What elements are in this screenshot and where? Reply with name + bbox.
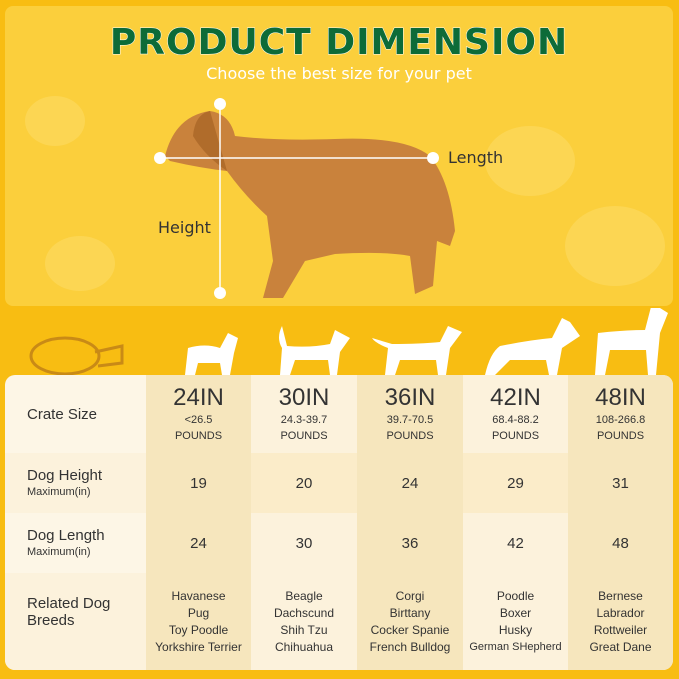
lab-icon (372, 326, 462, 375)
tape-measure-icon (29, 336, 124, 376)
paw-markers (154, 98, 439, 299)
beagle-icon (279, 326, 350, 375)
breed: Yorkshire Terrier (155, 639, 242, 654)
length-cell: 36 (357, 513, 463, 573)
height-label: Height (158, 218, 211, 237)
height-cell: 24 (357, 453, 463, 513)
breed: Bernese (598, 588, 643, 603)
height-cell: 20 (251, 453, 357, 513)
unit: POUNDS (174, 430, 223, 442)
dog-silhouettes (29, 308, 668, 376)
height-cell: 29 (463, 453, 568, 513)
size: 30IN (278, 384, 330, 411)
height-cell: 31 (568, 453, 673, 513)
breed: Havanese (171, 588, 226, 603)
great-dane-icon (595, 308, 668, 375)
breed: Rottweiler (593, 622, 648, 637)
breed: Cocker Spanie (370, 622, 450, 637)
size: 36IN (384, 384, 436, 411)
length-cell: 30 (251, 513, 357, 573)
breed: Labrador (596, 605, 645, 620)
breeds-cell: Bernese Labrador Rottweiler Great Dane (568, 573, 673, 670)
length-cell: 24 (146, 513, 251, 573)
breed: Birttany (389, 605, 431, 620)
weight: 39.7-70.5 (386, 414, 434, 426)
unit: POUNDS (280, 430, 328, 442)
size-table: Crate Size 24IN <26.5 POUNDS 30IN 24.3-39.7… (5, 375, 673, 670)
crate-size-cell: 42IN 68.4-88.2 POUNDS (463, 375, 568, 453)
weight: 68.4-88.2 (492, 414, 539, 426)
breed: Dachscund (273, 605, 335, 620)
size: 24IN (173, 384, 224, 411)
page-title: PRODUCT DIMENSION (109, 22, 569, 64)
crate-size-cell: 36IN 39.7-70.5 POUNDS (357, 375, 463, 453)
crate-size-cell: 24IN <26.5 POUNDS (146, 375, 251, 453)
breed: Shih Tzu (280, 622, 328, 637)
length-cell: 42 (463, 513, 568, 573)
row-label-crate-size: Crate Size (5, 375, 146, 453)
breed: Husky (498, 622, 533, 637)
breed: Great Dane (589, 639, 652, 654)
small-dog-icon (185, 333, 238, 375)
breeds-cell: Havanese Pug Toy Poodle Yorkshire Terrier (146, 573, 251, 670)
breed: Toy Poodle (168, 622, 229, 637)
row-label-dog-length: Dog Length Maximum(in) (5, 513, 146, 573)
row-label: Dog Height (27, 466, 103, 484)
breed: Chihuahua (274, 639, 334, 654)
length-cell: 48 (568, 513, 673, 573)
breeds-cell: Beagle Dachscund Shih Tzu Chihuahua (251, 573, 357, 670)
length-label: Length (448, 148, 504, 167)
subtitle: Choose the best size for your pet (206, 64, 472, 83)
row-sublabel: Maximum(in) (27, 485, 91, 498)
breed: Corgi (395, 588, 425, 603)
row-label: Dog Length (27, 526, 105, 544)
hero-panel: PRODUCT DIMENSION Choose the best size f… (5, 6, 673, 306)
row-label: Related Dog Breeds (27, 595, 111, 629)
unit: POUNDS (596, 430, 645, 442)
row-label: Crate Size (27, 405, 98, 423)
row-label-breeds: Related Dog Breeds (5, 573, 146, 670)
dog-photo (154, 98, 455, 299)
shepherd-icon (485, 318, 580, 375)
breed: Poodle (496, 588, 535, 603)
weight: 24.3-39.7 (280, 414, 328, 426)
crate-size-cell: 48IN 108-266.8 POUNDS (568, 375, 673, 453)
weight: 108-266.8 (595, 414, 646, 426)
crate-size-cell: 30IN 24.3-39.7 POUNDS (251, 375, 357, 453)
size: 42IN (490, 384, 541, 411)
breed: Boxer (499, 605, 532, 620)
breed: French Bulldog (369, 639, 451, 654)
breeds-cell: Corgi Birttany Cocker Spanie French Bulldog (357, 573, 463, 670)
weight: <26.5 (184, 414, 213, 426)
breeds-cell: Poodle Boxer Husky German SHepherd (463, 573, 568, 670)
unit: POUNDS (386, 430, 434, 442)
breed: German SHepherd (469, 640, 562, 653)
breed: Beagle (285, 588, 323, 603)
breed: Pug (187, 605, 210, 620)
row-label-dog-height: Dog Height Maximum(in) (5, 453, 146, 513)
size: 48IN (595, 384, 646, 411)
unit: POUNDS (491, 430, 540, 442)
row-sublabel: Maximum(in) (27, 545, 91, 558)
height-cell: 19 (146, 453, 251, 513)
